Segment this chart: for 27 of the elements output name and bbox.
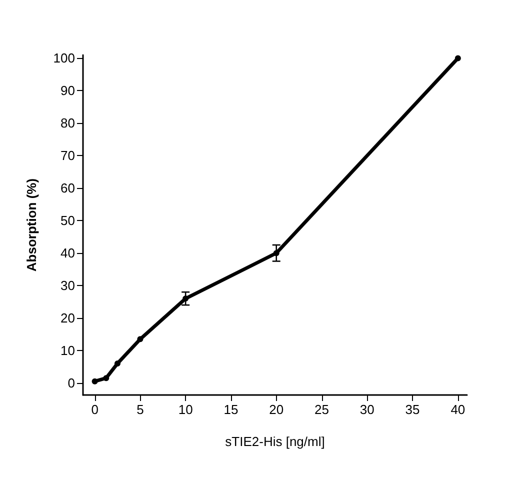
y-tick-label: 20 xyxy=(60,310,75,326)
x-tick-label: 20 xyxy=(269,402,284,417)
y-tick-label: 50 xyxy=(60,213,75,228)
x-tick-label: 25 xyxy=(314,402,329,417)
y-tick-label: 70 xyxy=(60,148,75,164)
x-tick-label: 10 xyxy=(178,402,193,417)
y-tick-label: 80 xyxy=(60,116,75,131)
y-axis-title: Absorption (%) xyxy=(24,178,39,272)
point xyxy=(92,378,98,384)
y-tick-label: 0 xyxy=(68,375,75,390)
x-tick-label: 40 xyxy=(450,402,466,417)
y-tick-label: 10 xyxy=(60,343,75,358)
x-axis-title: sTIE2-His [ng/ml] xyxy=(225,434,325,449)
y-tick-label: 90 xyxy=(60,83,75,98)
point xyxy=(454,55,461,62)
y-tick-label: 30 xyxy=(60,278,75,294)
point xyxy=(137,336,144,342)
y-tick-label: 60 xyxy=(60,180,75,196)
point xyxy=(114,360,120,366)
x-tick-label: 15 xyxy=(224,402,238,417)
x-tick-label: 0 xyxy=(91,402,98,417)
y-tick-label: 100 xyxy=(53,50,75,66)
x-tick-label: 30 xyxy=(360,402,374,417)
x-tick-label: 35 xyxy=(405,402,420,417)
point xyxy=(103,375,110,382)
y-tick-label: 40 xyxy=(60,246,75,261)
x-tick-label: 5 xyxy=(136,402,144,417)
